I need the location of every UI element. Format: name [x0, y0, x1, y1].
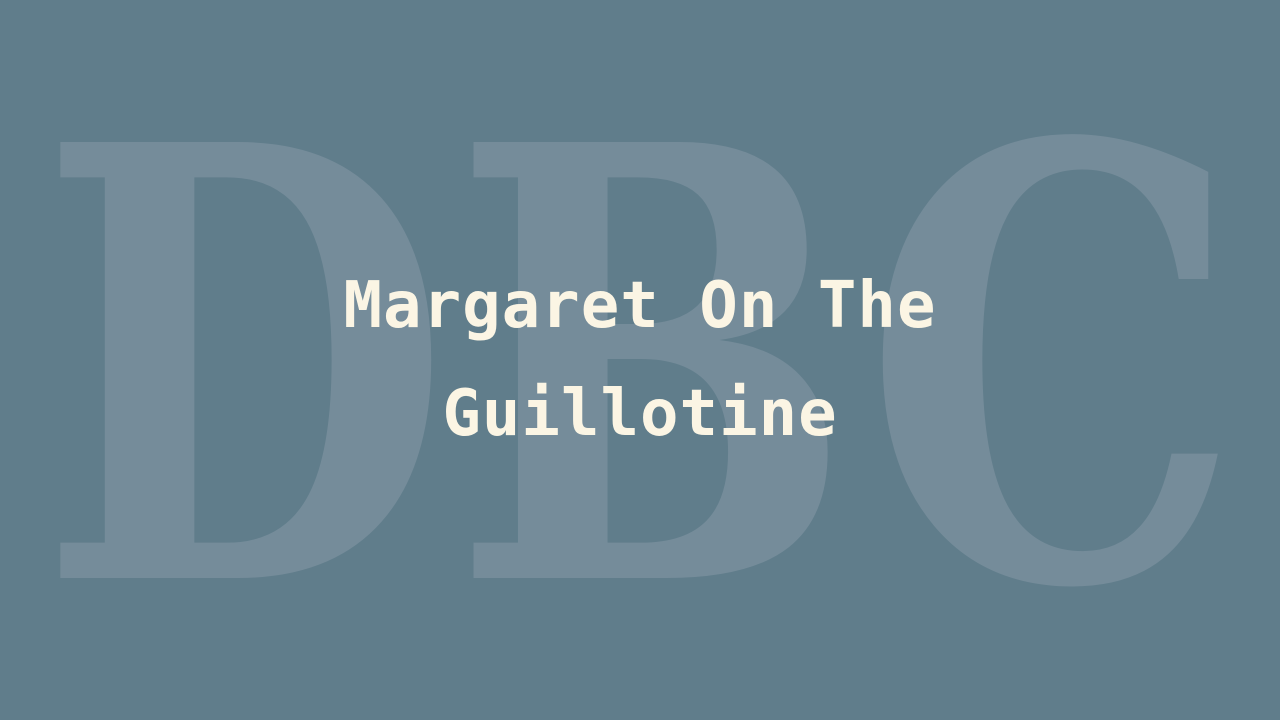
page-title: Margaret On The Guillotine — [343, 269, 937, 451]
title-container: Margaret On The Guillotine — [240, 260, 1040, 460]
